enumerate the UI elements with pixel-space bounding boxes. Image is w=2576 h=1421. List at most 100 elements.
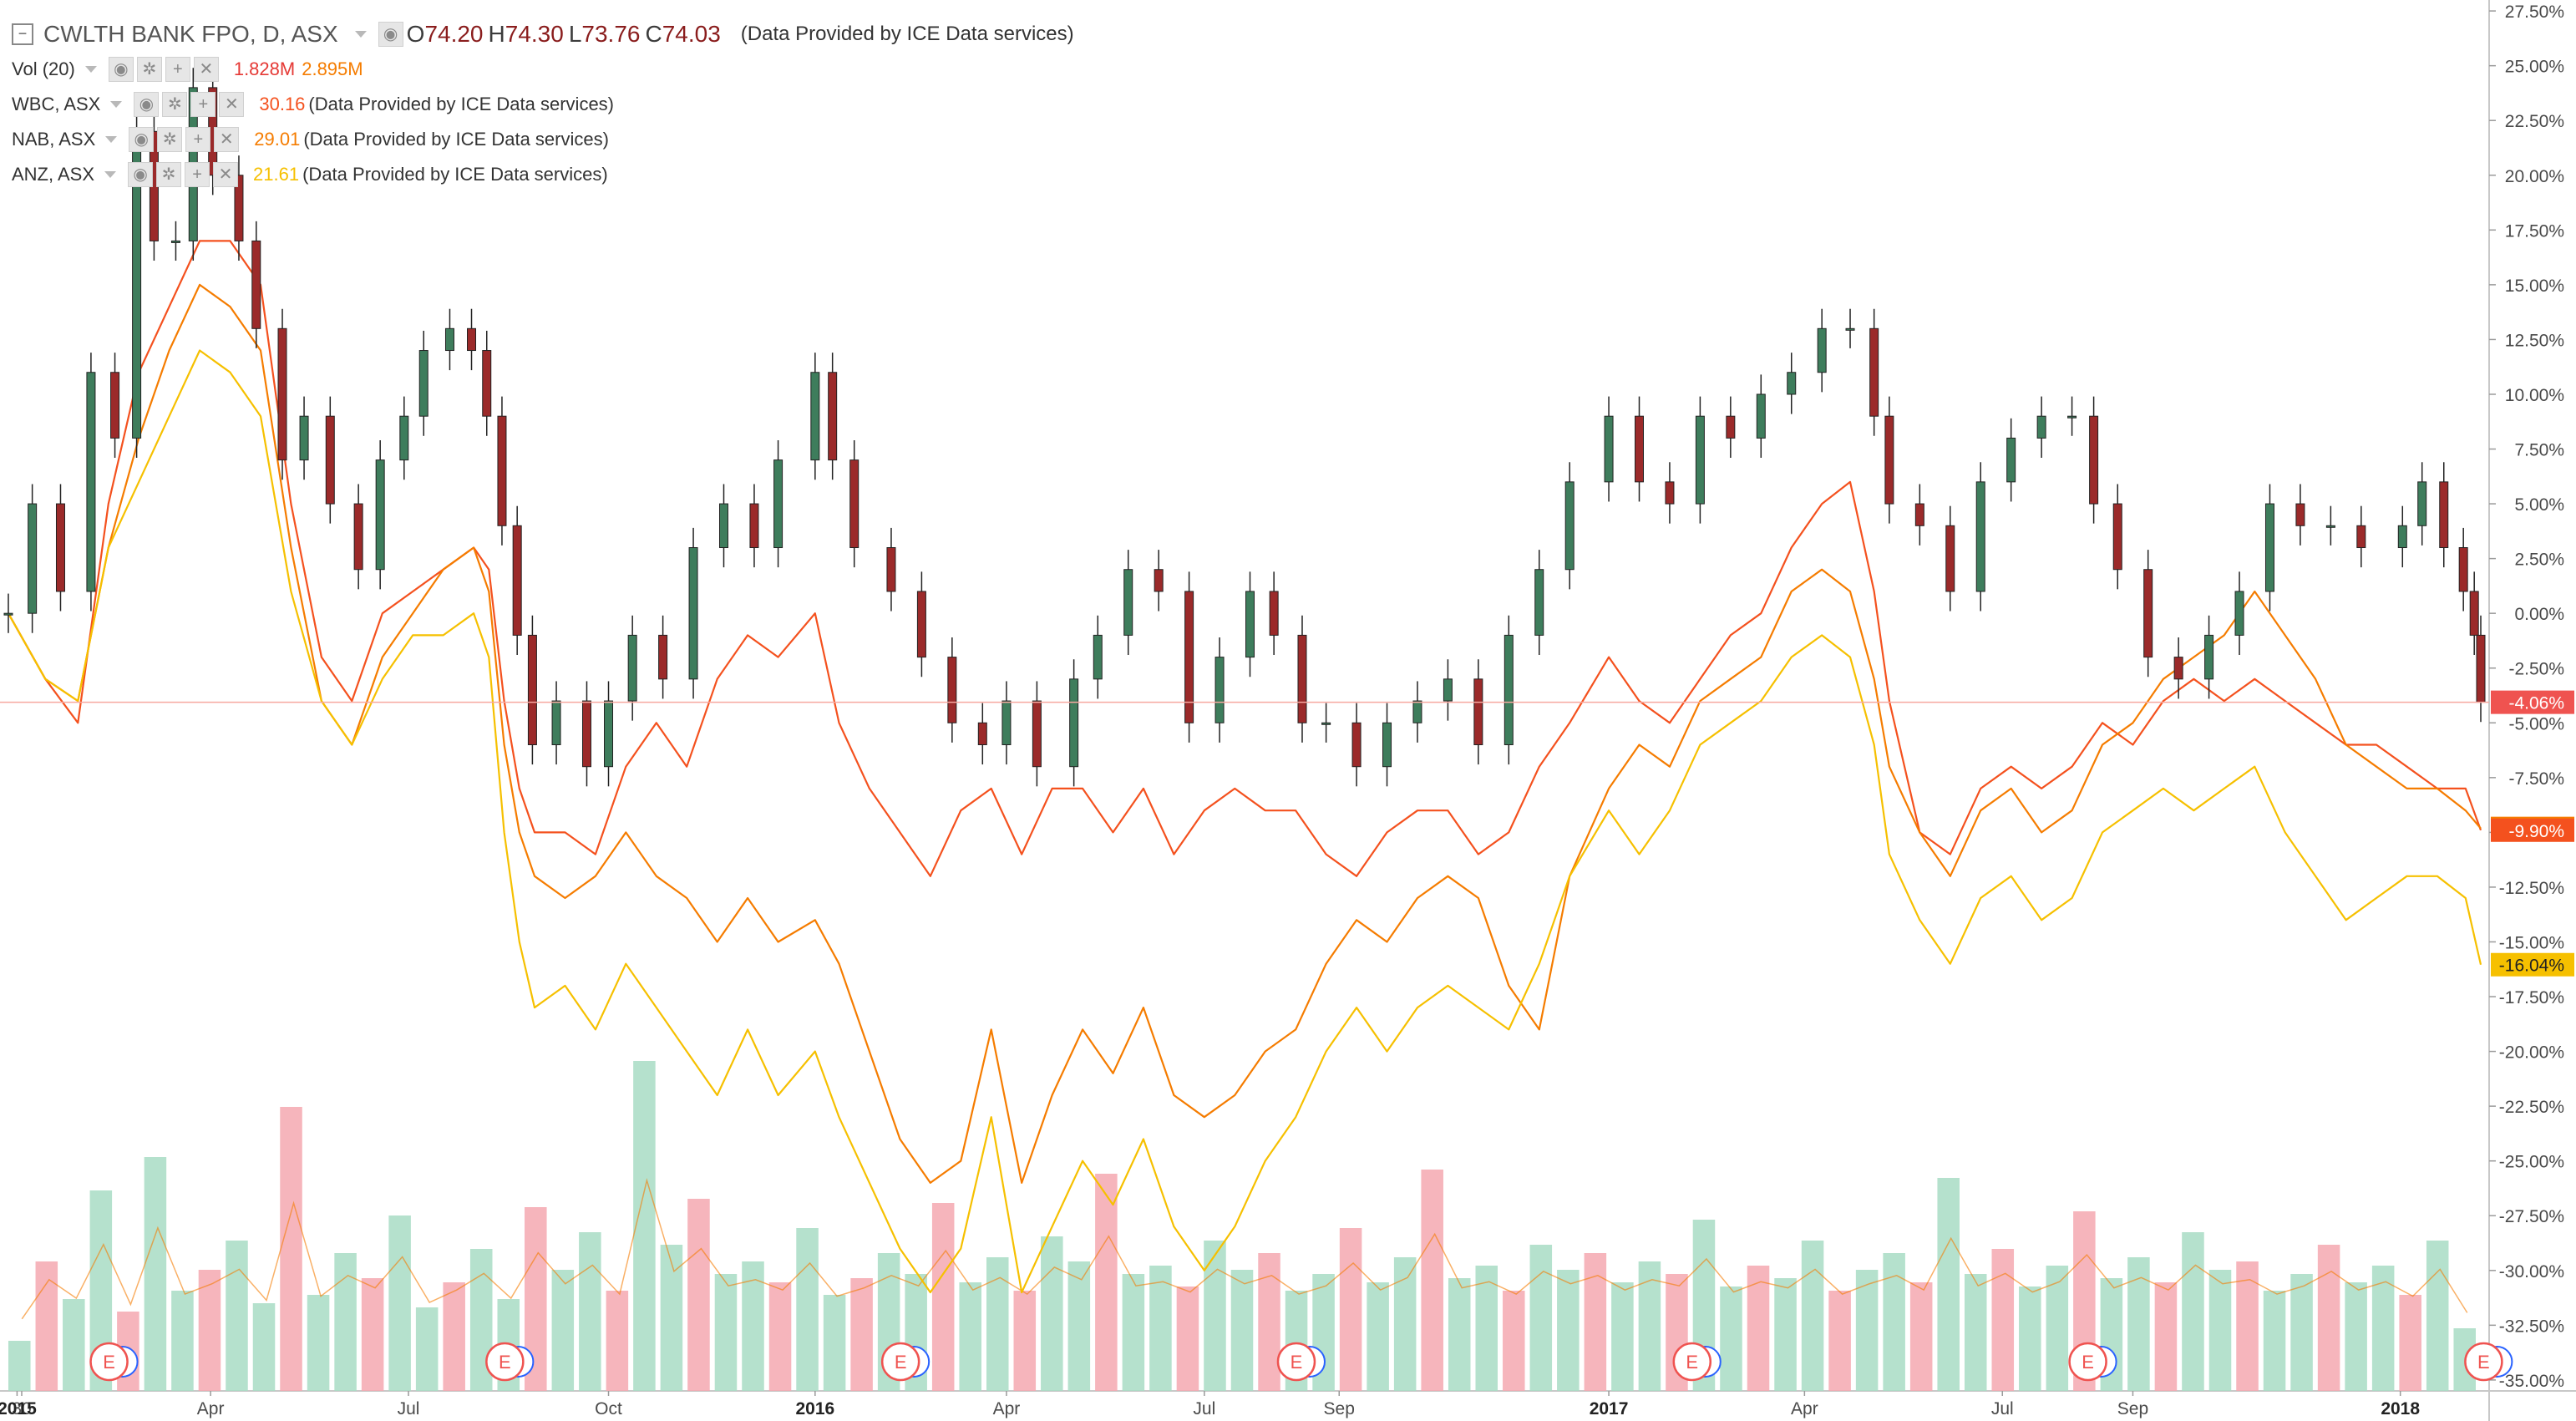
volume-bar [388,1215,411,1391]
x-tick-label: 2018 [2381,1399,2420,1418]
candle [251,240,261,329]
chevron-down-icon[interactable] [84,66,97,73]
volume-bar [415,1307,439,1391]
legend-value: 21.61 [253,164,300,185]
volume-bar [1611,1282,1634,1391]
settings-gear-icon[interactable]: ✲ [156,162,182,187]
chevron-down-icon[interactable] [105,136,118,143]
candle [1695,415,1705,505]
chevron-down-icon[interactable] [354,31,367,38]
candle [688,547,698,680]
candle [1032,700,1042,768]
candle [1351,722,1362,768]
volume-pane [8,1061,2476,1391]
settings-gear-icon[interactable]: ✲ [157,127,183,152]
volume-bar [35,1261,58,1391]
visibility-eye-icon[interactable]: ◉ [129,127,155,152]
collapse-toggle-icon[interactable]: − [12,23,33,45]
y-tick-label: 15.00% [2505,277,2564,296]
y-tick-label: 2.50% [2514,551,2564,570]
candle [1154,569,1164,592]
volume-bar [1258,1253,1280,1391]
candle [828,372,838,461]
settings-gear-icon[interactable]: ✲ [162,92,188,117]
legend-row: Vol (20) ◉ ✲ + ✕ 1.828M 2.895M [12,52,1074,87]
volume-bar [1230,1270,1254,1391]
visibility-eye-icon[interactable]: ◉ [128,162,154,187]
visibility-eye-icon[interactable]: ◉ [134,92,160,117]
volume-bar [1041,1236,1063,1391]
candle [1945,525,1955,592]
visibility-eye-icon[interactable]: ◉ [378,22,403,47]
symbol-title[interactable]: CWLTH BANK FPO, D, ASX [43,21,338,47]
add-icon[interactable]: + [185,127,211,152]
candle [627,634,637,702]
candle [1914,503,1924,526]
candle [1817,327,1827,373]
legend-row: NAB, ASX ◉ ✲ + ✕ 29.01 (Data Provided by ICE D… [12,122,1074,157]
legend-value: 29.01 [254,129,301,150]
legend-label[interactable]: WBC, ASX [12,94,101,114]
volume-bar [307,1295,330,1391]
visibility-eye-icon[interactable]: ◉ [108,57,134,82]
add-icon[interactable]: + [185,162,210,187]
volume-bar [1855,1270,1879,1391]
candle [2458,547,2468,592]
candle [2089,415,2099,505]
volume-bar [823,1295,846,1391]
earnings-marker [485,1342,525,1382]
candle [2006,437,2016,483]
y-tick-label: 22.50% [2505,112,2564,131]
candle [2469,591,2479,636]
close-icon[interactable]: ✕ [219,92,245,117]
y-tick-label: 25.00% [2505,58,2564,77]
legend-value: 1.828M [233,58,296,79]
settings-gear-icon[interactable]: ✲ [136,57,162,82]
close-icon[interactable]: ✕ [193,57,219,82]
candle [718,503,728,549]
x-tick-label: 2015 [0,1399,37,1418]
volume-bar [1964,1274,1987,1391]
earnings-marker [880,1342,920,1382]
candle [2143,569,2153,658]
candle [916,591,926,658]
y-tick-label: -17.50% [2499,988,2564,1007]
add-icon[interactable]: + [165,57,190,82]
earnings-marker-label: E [1291,1352,1303,1373]
y-tick-label: 27.50% [2505,3,2564,22]
series-line-nab [8,283,2482,1185]
volume-bar [1095,1174,1118,1391]
volume-bar [986,1257,1009,1391]
legend-label[interactable]: NAB, ASX [12,129,96,150]
candle [1321,722,1331,725]
volume-bar [1801,1241,1824,1391]
chevron-down-icon[interactable] [110,101,123,108]
legend-label[interactable]: ANZ, ASX [12,164,95,185]
legend-value: 30.16 [259,94,306,114]
y-tick-label: -2.50% [2508,660,2564,679]
earnings-marker-label: E [2082,1352,2094,1373]
series-last-badge-bg [2491,952,2574,977]
close-icon[interactable]: ✕ [213,162,239,187]
x-tick-label: Oct [595,1399,622,1418]
candle [3,612,13,616]
chart-legend: − CWLTH BANK FPO, D, ASX ◉ O74.20 H74.30… [12,17,1074,192]
chevron-down-icon[interactable] [104,171,117,178]
volume-bar [252,1303,276,1391]
x-tick-label: Sep [1324,1399,1355,1418]
series-last-badge: -9.90% [2508,822,2564,841]
y-tick-label: -12.50% [2499,879,2564,898]
add-icon[interactable]: + [190,92,216,117]
legend-label[interactable]: Vol (20) [12,58,75,79]
x-tick-label: Apr [197,1399,225,1418]
volume-bar [226,1241,248,1391]
y-tick-label: -20.00% [2499,1043,2564,1063]
volume-bar [63,1299,85,1391]
price-axis: 27.50% 25.00% 22.50% 20.00% 17.50% 15.00% 12.5… [2489,3,2564,1391]
candle [55,503,65,592]
series-last-badge: -16.04% [2499,957,2564,976]
close-icon[interactable]: ✕ [214,127,240,152]
candle [1869,327,1879,417]
